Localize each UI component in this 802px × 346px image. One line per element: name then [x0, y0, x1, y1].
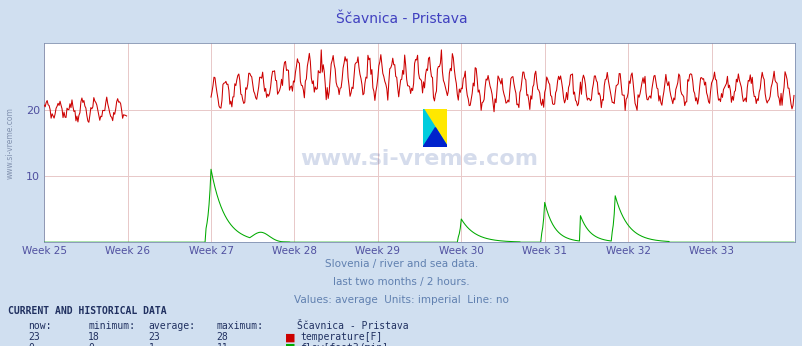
- Text: 0: 0: [28, 343, 34, 346]
- Text: www.si-vreme.com: www.si-vreme.com: [6, 107, 15, 179]
- Text: temperature[F]: temperature[F]: [300, 332, 382, 342]
- Text: average:: average:: [148, 321, 196, 331]
- Text: 1: 1: [148, 343, 154, 346]
- Text: Ščavnica - Pristava: Ščavnica - Pristava: [297, 321, 408, 331]
- Polygon shape: [423, 109, 447, 147]
- Text: 23: 23: [28, 332, 40, 342]
- Text: 18: 18: [88, 332, 100, 342]
- Polygon shape: [423, 109, 447, 147]
- Text: 23: 23: [148, 332, 160, 342]
- Text: ■: ■: [285, 332, 295, 342]
- Polygon shape: [423, 128, 447, 147]
- Text: last two months / 2 hours.: last two months / 2 hours.: [333, 277, 469, 288]
- Text: www.si-vreme.com: www.si-vreme.com: [300, 149, 538, 169]
- Text: Values: average  Units: imperial  Line: no: Values: average Units: imperial Line: no: [294, 295, 508, 306]
- Text: Slovenia / river and sea data.: Slovenia / river and sea data.: [325, 260, 477, 270]
- Text: maximum:: maximum:: [217, 321, 264, 331]
- Text: 0: 0: [88, 343, 94, 346]
- Text: Ščavnica - Pristava: Ščavnica - Pristava: [335, 12, 467, 26]
- Text: CURRENT AND HISTORICAL DATA: CURRENT AND HISTORICAL DATA: [8, 306, 167, 316]
- Text: now:: now:: [28, 321, 51, 331]
- Text: ■: ■: [285, 343, 295, 346]
- Text: 28: 28: [217, 332, 229, 342]
- Text: 11: 11: [217, 343, 229, 346]
- Text: flow[foot3/min]: flow[foot3/min]: [300, 343, 388, 346]
- Text: minimum:: minimum:: [88, 321, 136, 331]
